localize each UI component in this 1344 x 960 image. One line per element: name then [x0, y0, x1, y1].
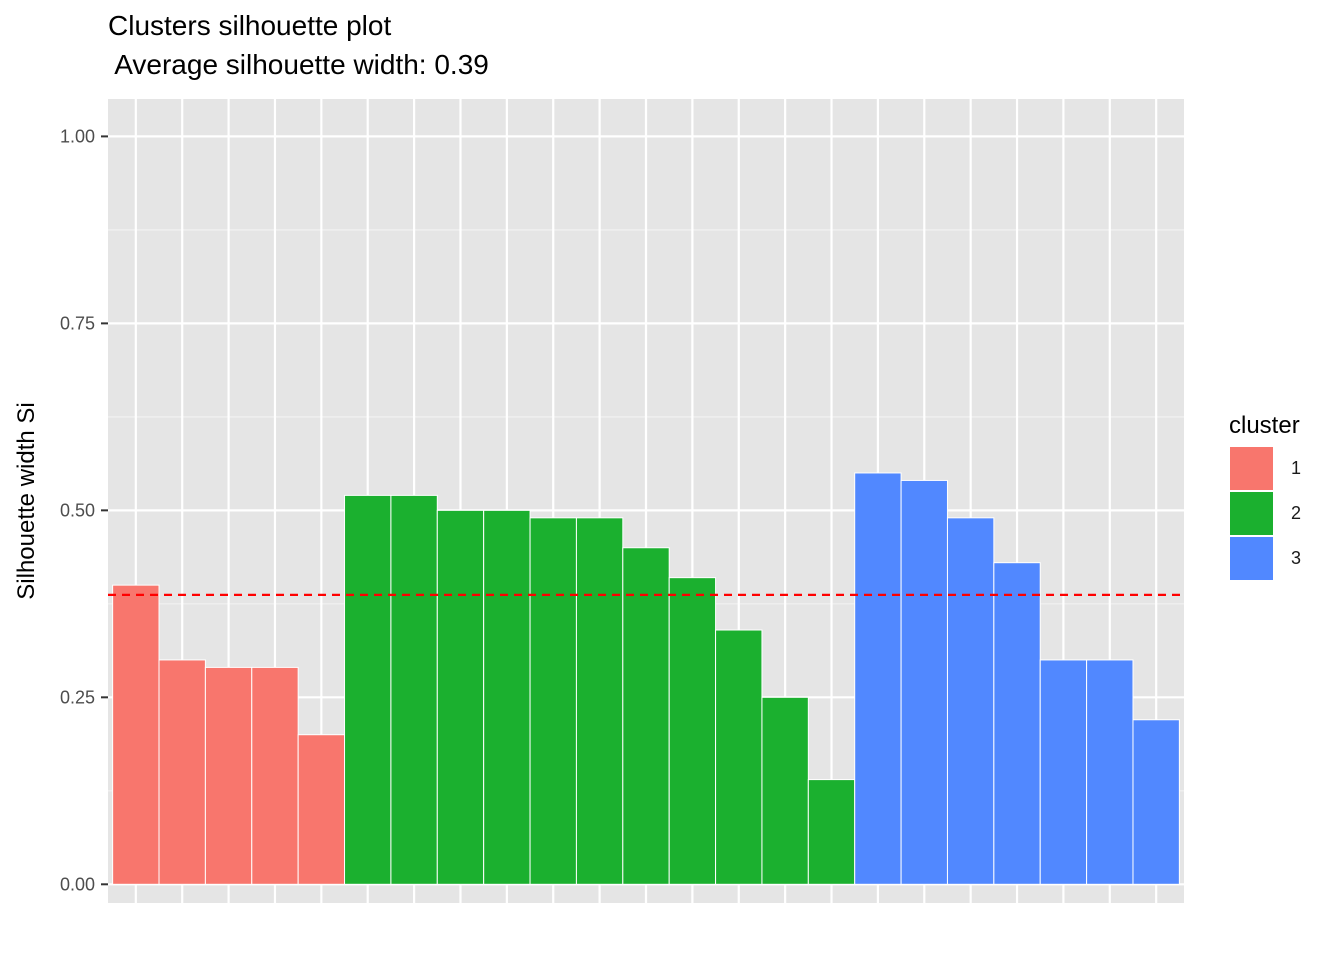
bar-5 — [297, 734, 346, 885]
legend-title: cluster — [1229, 412, 1300, 439]
y-tick-label: 1.00 — [60, 126, 95, 146]
bar-11 — [575, 517, 624, 885]
bar-20 — [993, 562, 1041, 885]
bar-19 — [946, 517, 995, 885]
bar-1 — [112, 584, 160, 885]
legend: cluster 1 2 3 — [1229, 412, 1301, 581]
y-axis-title: Silhouette width Si — [13, 402, 40, 599]
legend-key-3 — [1229, 536, 1274, 581]
bar-16 — [807, 779, 856, 885]
bar-12 — [622, 547, 670, 885]
bar-10 — [529, 517, 577, 885]
bar-17 — [854, 472, 902, 885]
y-tick-label: 0.50 — [60, 500, 95, 520]
bar-15 — [761, 696, 809, 885]
bar-21 — [1039, 659, 1088, 885]
chart-subtitle: Average silhouette width: 0.39 — [108, 49, 489, 80]
legend-item-1: 1 — [1229, 446, 1301, 491]
bar-4 — [251, 666, 299, 885]
bar-14 — [715, 629, 763, 885]
bar-6 — [344, 494, 392, 885]
bar-22 — [1086, 659, 1134, 885]
legend-label-3: 3 — [1291, 548, 1302, 568]
y-tick-label: 0.25 — [60, 687, 95, 707]
legend-key-2 — [1229, 491, 1274, 536]
bar-13 — [668, 577, 717, 885]
y-axis: 0.00 0.25 0.50 0.75 1.00 — [60, 126, 108, 894]
bar-18 — [900, 479, 948, 885]
bar-7 — [390, 494, 438, 885]
legend-item-2: 2 — [1229, 491, 1301, 536]
legend-label-2: 2 — [1291, 503, 1302, 523]
bar-2 — [158, 659, 206, 885]
legend-key-1 — [1229, 446, 1274, 491]
bar-9 — [483, 509, 531, 885]
bars — [112, 472, 1180, 885]
bar-8 — [436, 509, 485, 885]
y-tick-label: 0.00 — [60, 874, 95, 894]
bar-3 — [204, 666, 253, 885]
chart-title: Clusters silhouette plot — [108, 10, 392, 41]
legend-label-1: 1 — [1291, 458, 1302, 478]
legend-item-3: 3 — [1229, 536, 1301, 581]
bar-23 — [1132, 719, 1180, 885]
y-tick-label: 0.75 — [60, 313, 95, 333]
